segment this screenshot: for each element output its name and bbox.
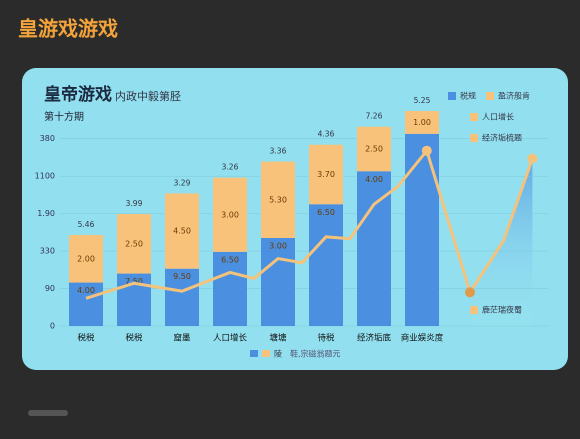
segment-label: 4.00 xyxy=(365,175,383,184)
period: 第十方期 xyxy=(44,110,84,123)
legend-swatch xyxy=(448,92,456,100)
y-tick-label: 330 xyxy=(40,247,55,256)
x-tick-label: 待税 xyxy=(317,333,335,344)
segment-label: 3.70 xyxy=(317,170,335,179)
line xyxy=(85,147,534,300)
bar-segment xyxy=(165,268,199,326)
legend-label: 鹿茫瑞夜蜀 xyxy=(482,305,522,315)
x-tick-label: 商业娱炎度 xyxy=(401,333,444,344)
segment-label: 9.50 xyxy=(173,272,191,281)
plot: 0 90 330 1.90 1100 380 4.00 2.00 5.46 税税 7.50 2.50 3… xyxy=(35,91,548,359)
bar-segment xyxy=(261,161,295,238)
bar-segment xyxy=(261,237,295,326)
line-point xyxy=(465,287,475,298)
top-label: 4.36 xyxy=(318,130,335,139)
bar-segment xyxy=(165,193,199,269)
top-label: 5.46 xyxy=(78,220,95,229)
segment-label: 2.50 xyxy=(125,239,143,248)
x-tick-label: 税税 xyxy=(125,333,143,344)
bar-segment xyxy=(213,251,247,326)
legend-label: 人口增长 xyxy=(482,112,514,122)
logo: 皇游戏游戏 xyxy=(18,17,118,41)
y-tick-label: 1100 xyxy=(35,172,55,181)
chart-subtitle: 内政中毅第胫 xyxy=(115,89,181,103)
x-tick-label: 塘塘 xyxy=(269,333,287,344)
decor xyxy=(28,410,68,416)
area-fill xyxy=(470,158,533,326)
top-label: 3.36 xyxy=(270,147,287,156)
top-label: 7.26 xyxy=(366,112,383,121)
bar-segment xyxy=(69,234,103,283)
segment-label: 6.50 xyxy=(221,255,239,264)
legend-swatch xyxy=(470,113,478,121)
top-label: 3.29 xyxy=(174,178,191,187)
legend-label: 陵 xyxy=(274,350,282,359)
segment-label: 3.00 xyxy=(269,241,287,250)
legend-swatch xyxy=(470,306,478,314)
x-tick-label: 人口增长 xyxy=(213,333,248,344)
segment-label: 6.50 xyxy=(317,208,335,217)
x-tick-label: 窟墨 xyxy=(173,333,191,344)
bar-segment xyxy=(357,126,391,172)
segment-label: 2.50 xyxy=(365,145,383,154)
segment-label: 5.30 xyxy=(269,195,287,204)
bar-segment xyxy=(117,214,151,274)
top-label: 3.99 xyxy=(126,199,143,208)
segment-label: 7.50 xyxy=(125,277,143,286)
segment-label: 4.00 xyxy=(77,286,95,295)
legend-swatch xyxy=(250,350,258,357)
y-tick-label: 0 xyxy=(50,322,55,331)
chart-title: 皇帝游戏 xyxy=(44,84,112,105)
bar-segment xyxy=(309,204,343,326)
y-tick-label: 1.90 xyxy=(37,209,55,218)
x-tick-label: 经济垢底 xyxy=(357,333,392,344)
y-tick-label: 380 xyxy=(40,134,55,143)
top-label: 3.26 xyxy=(222,163,239,172)
line-point xyxy=(527,153,538,164)
top-label: 5.25 xyxy=(414,96,431,105)
legend-swatch xyxy=(486,92,494,100)
segment-label: 3.00 xyxy=(221,210,239,219)
legend-swatch xyxy=(262,350,270,357)
segment-label: 2.00 xyxy=(77,254,95,263)
bar-segment xyxy=(405,111,439,134)
legend-label: 经济垢梳题 xyxy=(482,133,522,143)
bar-segment xyxy=(309,144,343,205)
legend-swatch xyxy=(470,134,478,142)
x-tick-label: 税税 xyxy=(77,333,95,344)
bar-segment xyxy=(69,282,103,326)
line-point xyxy=(421,145,432,156)
bar-segment xyxy=(405,133,439,326)
legend-label: 盈济般肯 xyxy=(498,91,530,101)
segment-label: 4.50 xyxy=(173,227,191,236)
y-tick-label: 90 xyxy=(45,284,55,293)
legend-label: 税规 xyxy=(460,91,476,101)
bar-segment xyxy=(213,177,247,252)
segment-label: 1.00 xyxy=(413,118,431,127)
legend-label: 鞋,宗磁翁题元 xyxy=(290,349,341,359)
